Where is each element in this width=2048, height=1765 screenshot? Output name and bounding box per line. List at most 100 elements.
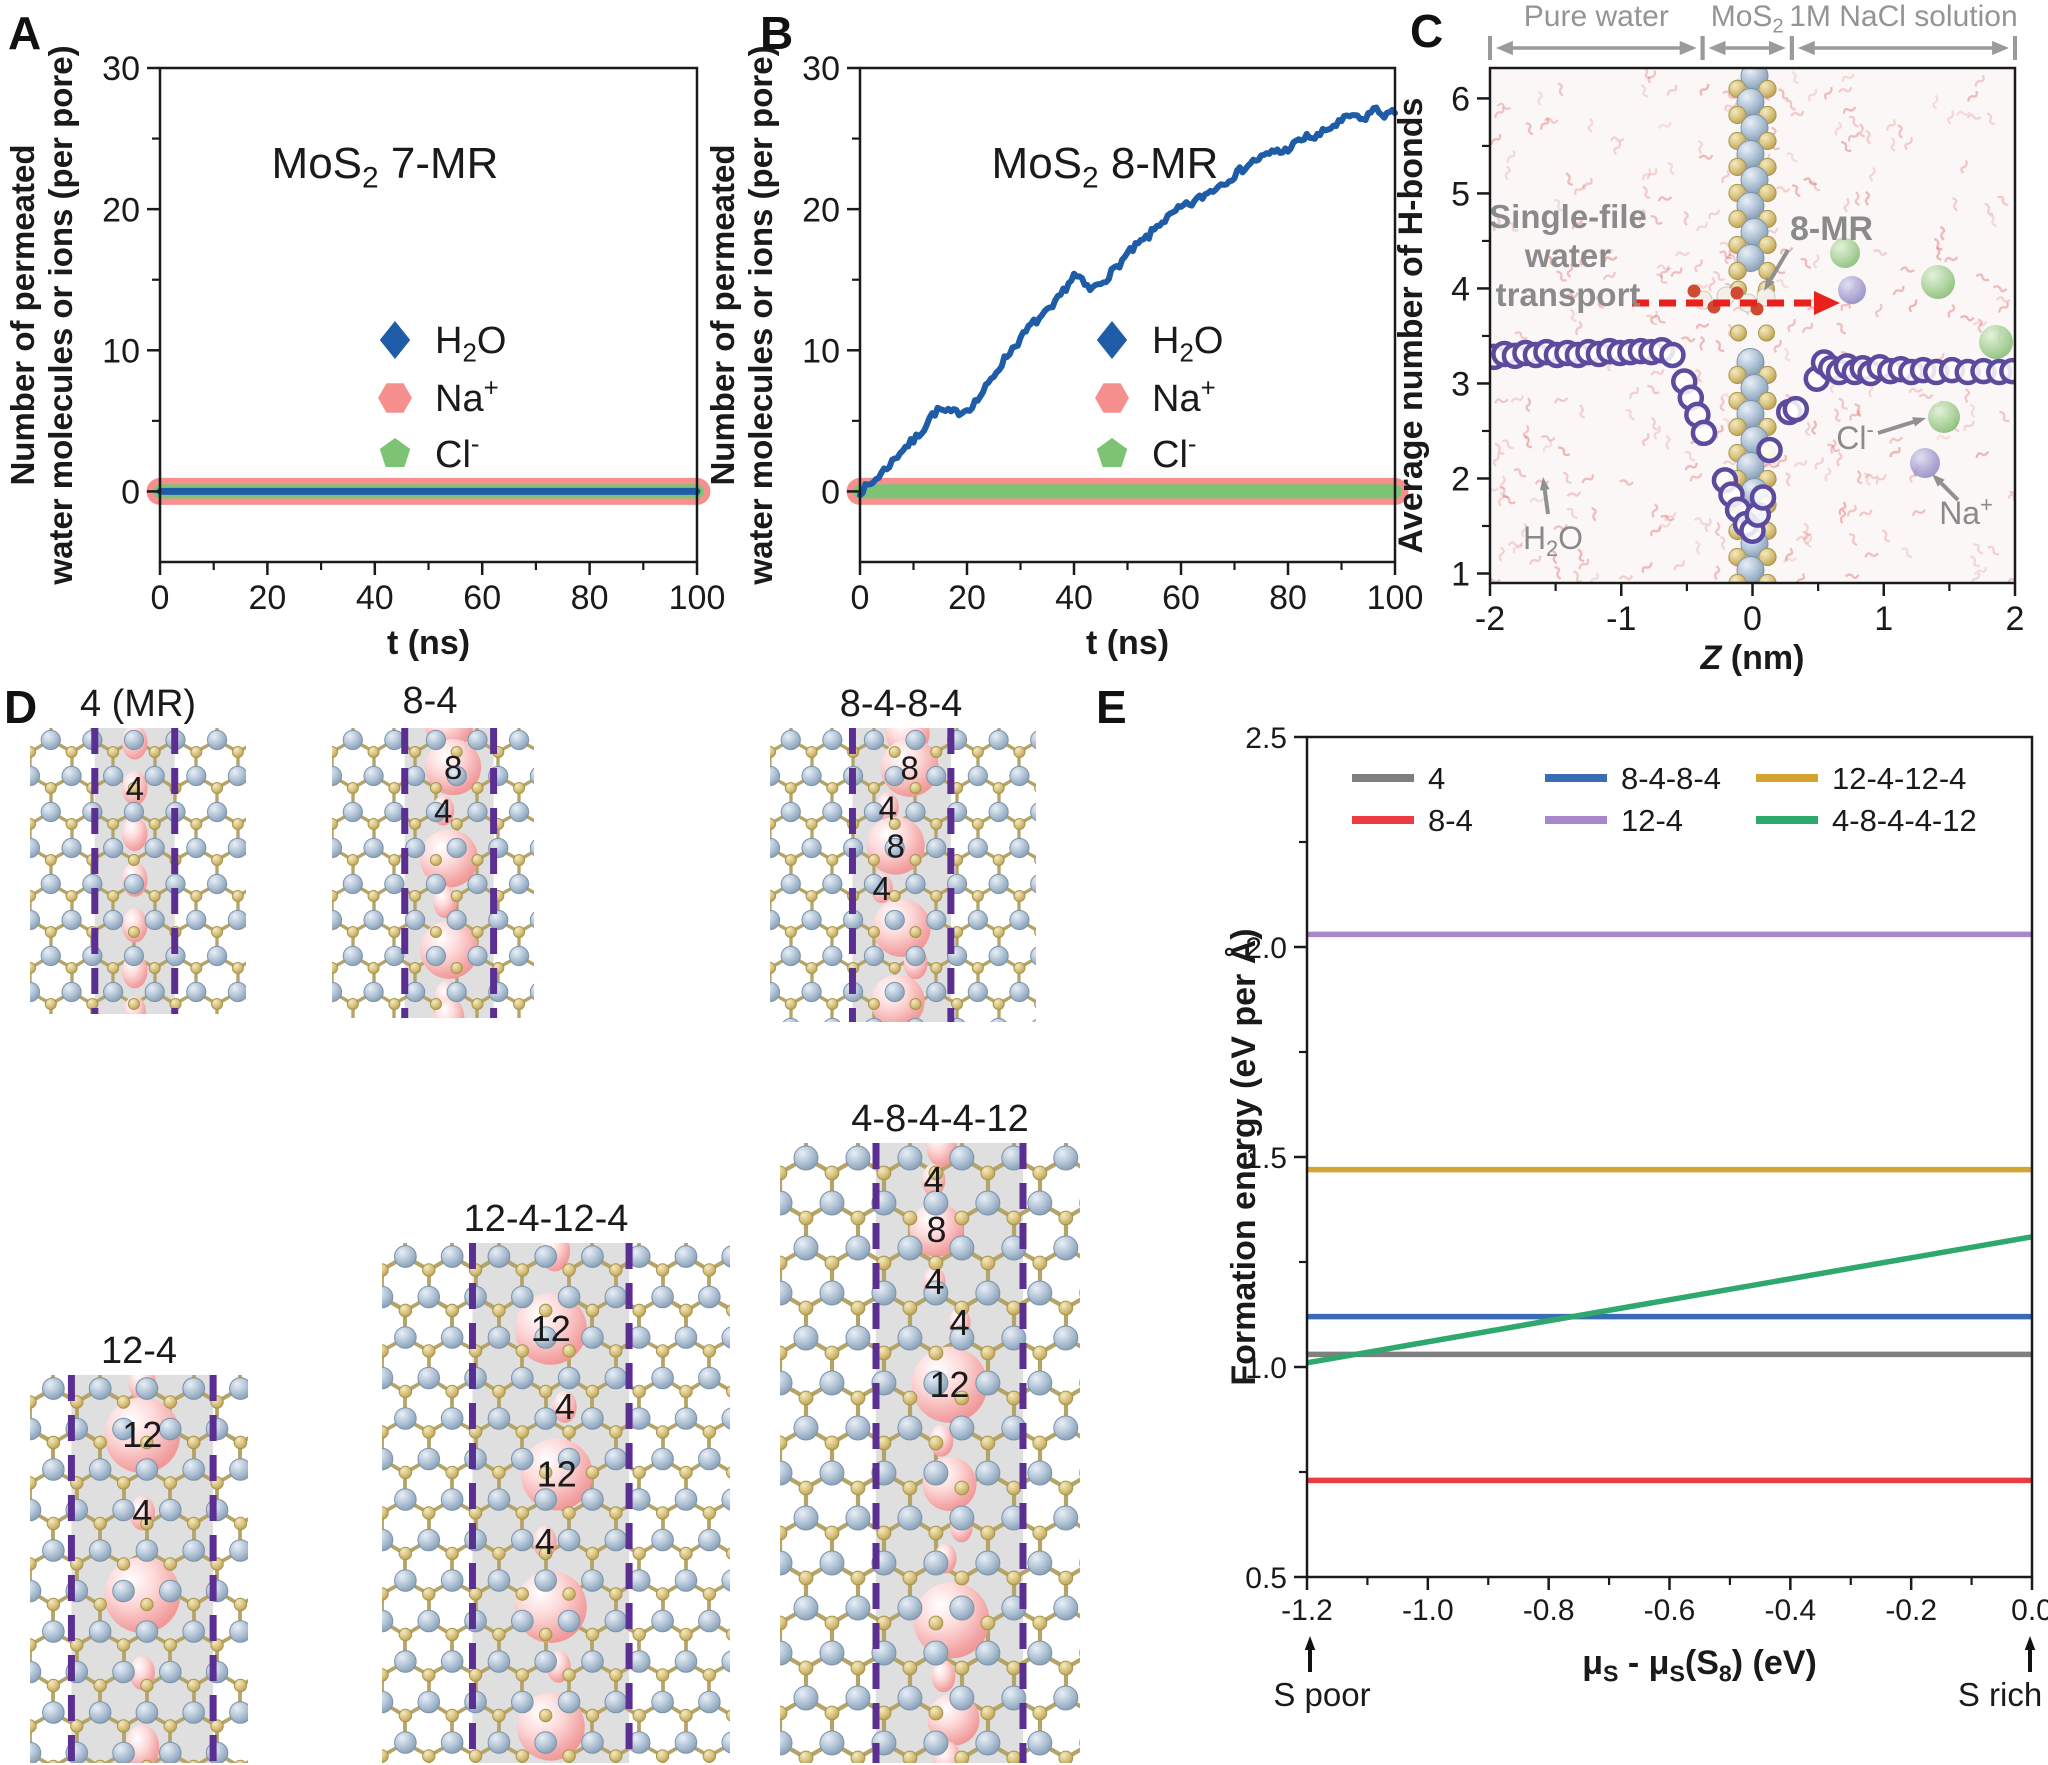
- svg-text:4: 4: [872, 870, 890, 907]
- svg-text:MoS2 8-MR: MoS2 8-MR: [992, 139, 1219, 195]
- svg-text:12: 12: [122, 1414, 162, 1455]
- svg-text:8: 8: [444, 749, 462, 786]
- svg-text:-2: -2: [1475, 600, 1505, 638]
- svg-text:4: 4: [555, 1386, 575, 1427]
- svg-text:80: 80: [571, 579, 609, 617]
- svg-text:80: 80: [1269, 579, 1307, 617]
- svg-text:H2O: H2O: [1152, 320, 1223, 367]
- panel-e-chart: -1.2 -1.0 -0.8 -0.6 -0.4 -0.2 0.00.51.01.52.02…: [1225, 722, 2048, 1713]
- svg-text:100: 100: [1367, 579, 1424, 617]
- svg-text:0: 0: [821, 474, 840, 512]
- svg-text:0: 0: [121, 474, 140, 512]
- svg-text:30: 30: [102, 50, 140, 88]
- panelB-series-H2O: [857, 104, 1398, 499]
- svg-text:40: 40: [356, 579, 394, 617]
- svg-text:MoS2 7-MR: MoS2 7-MR: [272, 139, 499, 195]
- svg-text:3: 3: [1451, 366, 1470, 404]
- panel-b-chart: 0 20 40 60 80 100 0 10 20 30 MoS2 8-MR t (ns) Number…: [704, 45, 1423, 662]
- svg-text:8-MR: 8-MR: [1790, 210, 1873, 248]
- svg-text:1: 1: [1874, 600, 1893, 638]
- svg-text:10: 10: [802, 333, 840, 371]
- panel-a-label: A: [8, 7, 42, 59]
- svg-text:4: 4: [126, 770, 144, 807]
- svg-text:t (ns): t (ns): [387, 624, 470, 662]
- svg-text:Number of permeated: Number of permeated: [4, 144, 41, 485]
- svg-text:20: 20: [802, 191, 840, 229]
- svg-text:4: 4: [132, 1492, 152, 1533]
- svg-text:Average number of H-bonds: Average number of H-bonds: [1392, 98, 1430, 554]
- na-ion: [1910, 448, 1940, 478]
- svg-text:4: 4: [434, 793, 452, 830]
- svg-text:Pure water: Pure water: [1524, 0, 1669, 33]
- svg-text:4: 4: [535, 1521, 555, 1562]
- cl-ion: [1979, 325, 2013, 359]
- hbond-scatter: [1490, 336, 2015, 544]
- svg-text:60: 60: [463, 579, 501, 617]
- structure-12-4: 12 4: [30, 1375, 248, 1763]
- structure-8-4: 84: [332, 728, 534, 1018]
- svg-text:6: 6: [1451, 81, 1470, 119]
- svg-text:8: 8: [886, 828, 904, 865]
- svg-text:2: 2: [2006, 600, 2025, 638]
- structure-12-4-12-4: 12 4 12 4: [382, 1243, 730, 1763]
- svg-text:t (ns): t (ns): [1086, 624, 1169, 662]
- svg-text:0: 0: [1743, 600, 1762, 638]
- svg-text:12-4: 12-4: [101, 1330, 177, 1372]
- svg-text:5: 5: [1451, 176, 1470, 214]
- mos2-ribbon: [1728, 68, 1777, 583]
- svg-text:8-4-8-4: 8-4-8-4: [840, 683, 963, 725]
- svg-text:8-4: 8-4: [403, 680, 458, 722]
- svg-text:20: 20: [102, 191, 140, 229]
- panelA-legend: H2O Na+ Cl-: [378, 320, 506, 476]
- svg-text:transport: transport: [1496, 276, 1641, 313]
- svg-text:MoS2: MoS2: [1711, 0, 1784, 38]
- svg-text:H2O: H2O: [435, 320, 506, 367]
- cl-ion: [1830, 238, 1860, 268]
- svg-text:12: 12: [537, 1453, 577, 1494]
- na-ion: [1838, 276, 1866, 304]
- cl-ion: [1921, 265, 1955, 299]
- svg-text:Na+: Na+: [1939, 492, 1993, 531]
- svg-text:10: 10: [102, 333, 140, 371]
- svg-text:30: 30: [802, 50, 840, 88]
- svg-text:4-8-4-4-12: 4-8-4-4-12: [851, 1098, 1028, 1140]
- svg-text:20: 20: [248, 579, 286, 617]
- svg-text:Na+: Na+: [435, 375, 499, 420]
- svg-text:20: 20: [948, 579, 986, 617]
- svg-text:Cl-: Cl-: [1152, 431, 1197, 476]
- panel-b-label: B: [760, 7, 794, 59]
- svg-text:Cl-: Cl-: [435, 431, 480, 476]
- svg-text:1: 1: [1451, 556, 1470, 594]
- panel-a-chart: 0 20 40 60 80 100 0 10 20 30 MoS2 7-MR t (ns) Number…: [4, 45, 725, 662]
- svg-text:100: 100: [669, 579, 726, 617]
- svg-text:0: 0: [151, 579, 170, 617]
- svg-text:0: 0: [851, 579, 870, 617]
- svg-text:8: 8: [900, 750, 918, 787]
- panel-d-structures: 4 (MR)48-4848-4-8-4848412-412412-4-12-41…: [30, 680, 1080, 1763]
- svg-text:1M NaCl solution: 1M NaCl solution: [1789, 0, 2017, 33]
- svg-text:4: 4: [878, 789, 896, 826]
- svg-text:Cl-: Cl-: [1836, 417, 1873, 456]
- panel-c-regions: Pure water MoS2 1M NaCl solution: [1488, 0, 2018, 60]
- panel-e-label: E: [1096, 681, 1127, 733]
- panel-e-legend: 4 8-4-8-4 12-4-12-48-4 12-4 4-8-4-4-12: [1352, 761, 1977, 838]
- svg-text:12: 12: [531, 1308, 571, 1349]
- svg-text:Z (nm): Z (nm): [1700, 639, 1805, 677]
- svg-text:water molecules or ions (per p: water molecules or ions (per pore): [42, 45, 79, 585]
- panel-c-label: C: [1410, 5, 1444, 57]
- svg-text:40: 40: [1055, 579, 1093, 617]
- svg-text:Number of permeated: Number of permeated: [704, 144, 741, 485]
- svg-text:Single-file: Single-file: [1489, 198, 1647, 235]
- cl-ion: [1928, 401, 1960, 433]
- svg-text:4: 4: [1451, 271, 1470, 309]
- panel-d-label: D: [4, 681, 38, 733]
- svg-text:H2O: H2O: [1523, 520, 1583, 561]
- panelB-legend: H2O Na+ Cl-: [1095, 320, 1223, 476]
- svg-text:water: water: [1524, 237, 1611, 274]
- ions: [1830, 238, 2013, 478]
